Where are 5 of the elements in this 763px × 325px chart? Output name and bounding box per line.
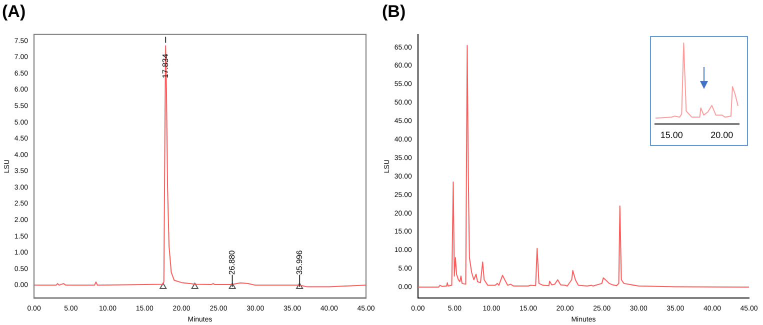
chart-title: (B) [382,2,406,21]
annotation: 17.834 [160,53,170,78]
annotation: 26.880 [228,250,237,275]
chart-title: (A) [2,2,26,21]
annotation: 35.996 [294,250,304,275]
